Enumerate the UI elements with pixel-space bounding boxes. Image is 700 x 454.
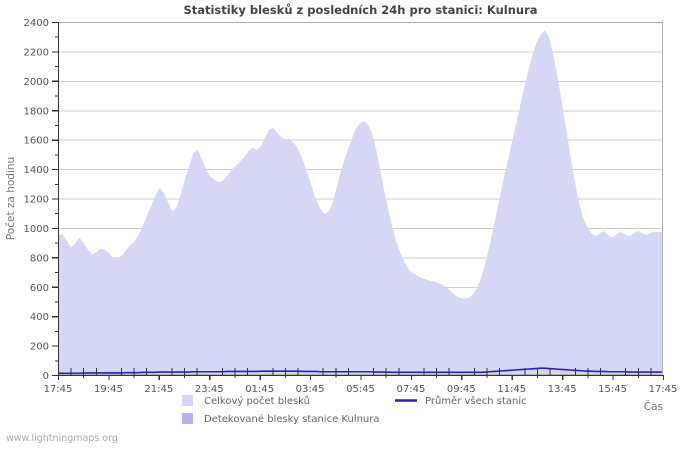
- y-tick-label: 1800: [24, 106, 49, 117]
- legend-label: Průměr všech stanic: [425, 395, 527, 407]
- x-tick-label: 17:45: [44, 384, 73, 395]
- y-tick-label: 1200: [24, 195, 49, 206]
- x-tick-label: 03:45: [296, 384, 325, 395]
- y-axis: 0 200 400 600 800 1000 1200 1400 1600 1800 2000 220…: [24, 18, 60, 382]
- y-tick-label: 2400: [24, 18, 49, 29]
- x-tick-label: 01:45: [245, 384, 274, 395]
- y-tick-label: 2000: [24, 77, 49, 88]
- line-series-0: [58, 367, 663, 375]
- x-tick-label: 13:45: [548, 384, 577, 395]
- x-tick-label: 17:45: [649, 384, 678, 395]
- legend-label: Detekované blesky stanice Kulnura: [204, 413, 380, 425]
- legend-item: Průměr všech stanic: [395, 395, 527, 407]
- legend-item: Detekované blesky stanice Kulnura: [182, 413, 380, 425]
- x-tick-label: 09:45: [447, 384, 476, 395]
- x-tick-label: 07:45: [397, 384, 426, 395]
- y-tick-label: 1600: [24, 136, 49, 147]
- area-series-0: [58, 30, 663, 376]
- y-tick-label: 2200: [24, 47, 49, 58]
- footer-watermark: www.lightningmaps.org: [6, 433, 118, 444]
- legend-color-swatch: [182, 395, 193, 406]
- x-tick-label: 21:45: [144, 384, 173, 395]
- y-tick-label: 800: [30, 253, 49, 264]
- legend-label: Celkový počet blesků: [204, 395, 310, 407]
- x-axis: 17:45 19:45 21:45 23:45 01:45 03:45 05:45 07:45…: [44, 368, 678, 395]
- series-group: [58, 30, 663, 376]
- x-tick-label: 11:45: [497, 384, 526, 395]
- legend-item: Celkový počet blesků: [182, 395, 310, 407]
- y-tick-label: 1400: [24, 165, 49, 176]
- legend-color-swatch: [182, 413, 193, 424]
- y-axis-title: Počet za hodinu: [5, 157, 17, 240]
- x-tick-label: 15:45: [598, 384, 627, 395]
- x-tick-label: 19:45: [94, 384, 123, 395]
- x-tick-label: 05:45: [346, 384, 375, 395]
- y-tick-label: 1000: [24, 224, 49, 235]
- chart-title: Statistiky blesků z posledních 24h pro s…: [183, 3, 537, 17]
- y-tick-label: 600: [30, 283, 49, 294]
- y-tick-label: 200: [30, 342, 49, 353]
- chart-legend: Celkový počet blesků Průměr všech stanic D…: [182, 395, 527, 425]
- y-tick-label: 0: [43, 371, 49, 382]
- y-tick-label: 400: [30, 312, 49, 323]
- x-axis-title: Čas: [644, 400, 663, 413]
- x-tick-label: 23:45: [195, 384, 224, 395]
